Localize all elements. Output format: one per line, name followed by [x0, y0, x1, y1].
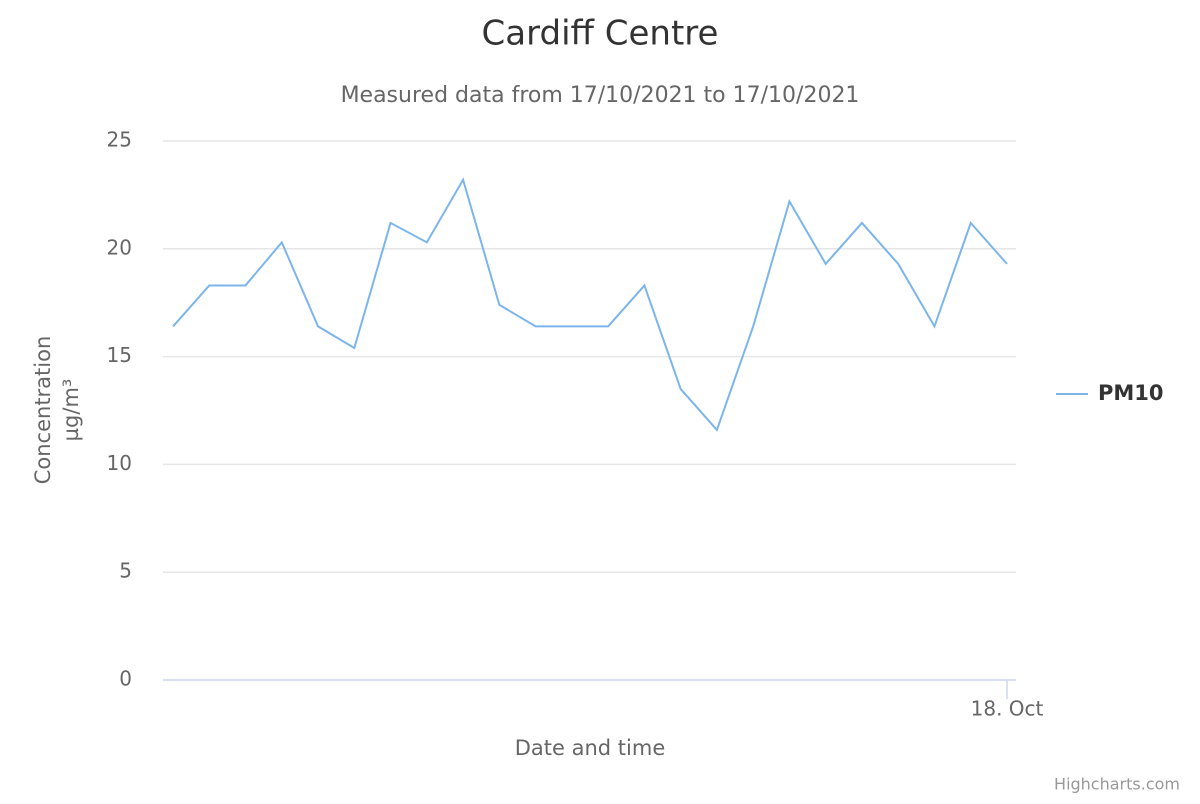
y-tick-label: 15: [107, 343, 132, 367]
legend-label: PM10: [1098, 381, 1164, 405]
y-tick-label: 20: [107, 235, 132, 259]
chart-subtitle: Measured data from 17/10/2021 to 17/10/2…: [341, 83, 860, 108]
y-axis-title-line: µg/m³: [59, 379, 83, 442]
y-tick-label: 25: [107, 128, 132, 152]
credits: Highcharts.com: [1054, 775, 1180, 794]
y-tick-label: 0: [119, 667, 132, 691]
y-tick-label: 5: [119, 559, 132, 583]
x-axis-title: Date and time: [515, 736, 666, 760]
y-tick-label: 10: [107, 451, 132, 475]
y-axis-title: Concentration µg/m³: [31, 336, 83, 485]
y-axis-title-line: Concentration: [31, 336, 55, 485]
chart-title: Cardiff Centre: [482, 14, 719, 54]
line: [172, 177, 1008, 432]
x-tick-label: 18. Oct: [971, 697, 1044, 721]
